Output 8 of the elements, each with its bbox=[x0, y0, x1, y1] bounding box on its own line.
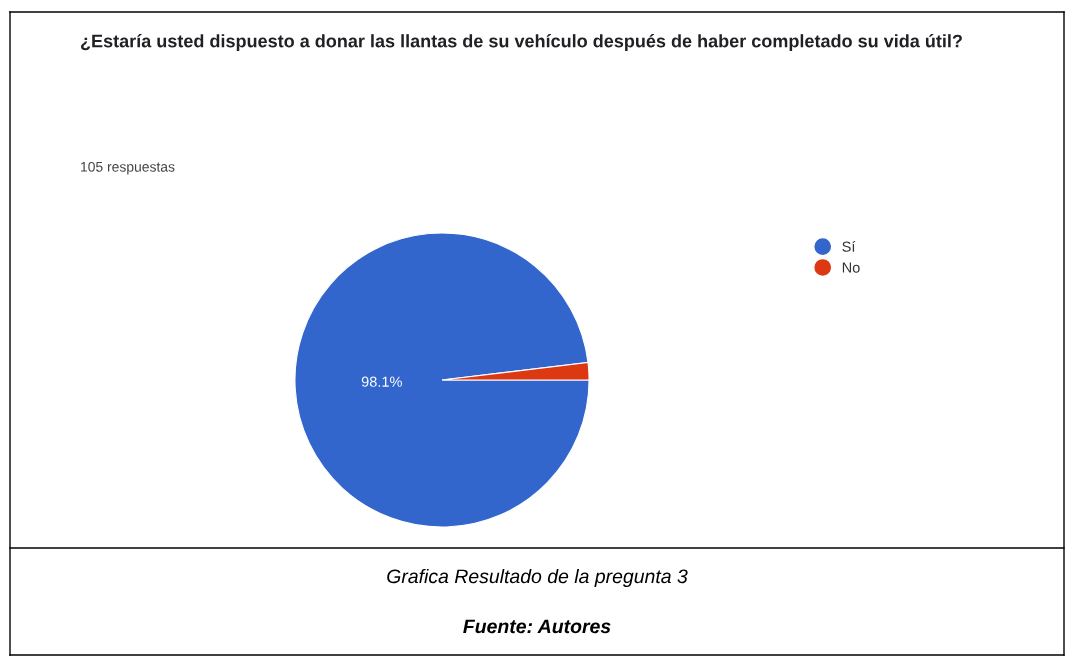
legend-label: Sí bbox=[842, 240, 856, 252]
chart-title: ¿Estaría usted dispuesto a donar las llantas de su vehículo después de haber completado su vida útil? bbox=[81, 34, 962, 51]
legend-label: No bbox=[842, 262, 860, 273]
text: Grafica Resultado de la pregunta 3 bbox=[387, 568, 688, 588]
data-label: 98.1% bbox=[361, 376, 402, 387]
text: 105 respuestas bbox=[81, 161, 175, 175]
pie-slice bbox=[294, 232, 590, 528]
source-note: Fuente: Autores bbox=[463, 619, 611, 634]
